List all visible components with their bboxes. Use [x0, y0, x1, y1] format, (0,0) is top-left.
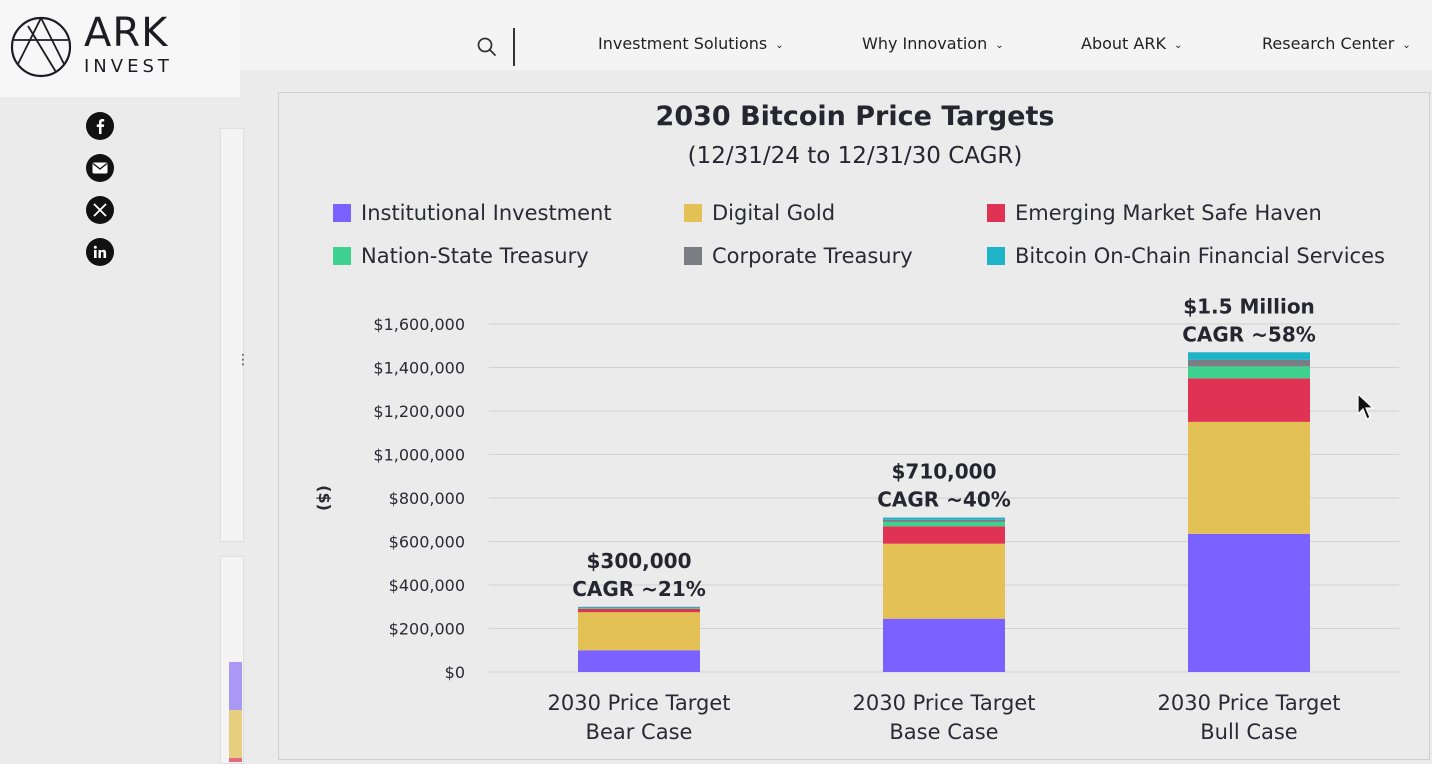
bar-segment [578, 650, 700, 672]
brand-subname: INVEST [84, 56, 173, 77]
chart-panel: 2030 Bitcoin Price Targets (12/31/24 to … [278, 92, 1430, 760]
chevron-down-icon: ⌄ [775, 40, 784, 51]
x-tick-label: Bull Case [1200, 720, 1297, 744]
chevron-down-icon: ⌄ [995, 40, 1004, 51]
bar-segment [1188, 533, 1310, 672]
x-tick-label: 2030 Price Target [853, 691, 1036, 715]
legend-swatch [333, 204, 351, 222]
bar-cagr-label: CAGR ~40% [877, 488, 1011, 512]
ark-logo-mark-icon [10, 16, 72, 78]
x-tick-label: Bear Case [586, 720, 693, 744]
chevron-down-icon: ⌄ [1173, 40, 1183, 51]
nav-label: Investment Solutions [598, 34, 768, 53]
chevron-down-icon: ⌄ [1402, 40, 1411, 51]
legend-item-bitcoin-on-chain-financial-services: Bitcoin On-Chain Financial Services [987, 244, 1385, 268]
legend-label: Emerging Market Safe Haven [1015, 201, 1322, 225]
y-tick-label: $800,000 [389, 489, 465, 508]
thumbnail-bar-segment [229, 710, 242, 758]
brand-name: ARK [84, 10, 169, 56]
nav-investment-solutions[interactable]: Investment Solutions ⌄ [598, 34, 784, 53]
nav-about-ark[interactable]: About ARK ⌄ [1081, 34, 1182, 53]
legend-label: Institutional Investment [361, 201, 612, 225]
legend-item-institutional-investment: Institutional Investment [333, 201, 612, 225]
legend-label: Nation-State Treasury [361, 244, 589, 268]
legend-item-corporate-treasury: Corporate Treasury [684, 244, 913, 268]
bar-segment [578, 608, 700, 609]
x-tick-label: Base Case [889, 720, 998, 744]
x-tick-label: 2030 Price Target [548, 691, 731, 715]
legend-label: Corporate Treasury [712, 244, 913, 268]
bar-segment [1188, 359, 1310, 367]
y-tick-label: $600,000 [389, 533, 465, 552]
legend-swatch [684, 247, 702, 265]
legend-swatch [333, 247, 351, 265]
y-tick-label: $1,000,000 [373, 446, 465, 465]
bar-chart: $1,600,000 $1,400,000 $1,200,000 $1,000,000… [315, 294, 1399, 744]
bar-cagr-label: CAGR ~21% [572, 577, 706, 601]
bar-cagr-label: CAGR ~58% [1182, 322, 1316, 346]
more-options-icon[interactable]: ⋮ [236, 352, 250, 368]
nav-why-innovation[interactable]: Why Innovation ⌄ [862, 34, 1004, 53]
y-tick-label: $1,200,000 [373, 402, 465, 421]
search-icon[interactable] [476, 36, 498, 58]
email-icon[interactable] [86, 154, 114, 182]
nav-label: About ARK [1081, 34, 1166, 53]
bar-segment [578, 608, 700, 613]
x-tick-label: 2030 Price Target [1158, 691, 1341, 715]
legend-swatch [987, 204, 1005, 222]
facebook-icon[interactable] [86, 112, 114, 140]
bar-segment [883, 543, 1005, 619]
side-card [220, 128, 244, 542]
bar-segment [1188, 421, 1310, 534]
bar-segment [883, 526, 1005, 544]
legend-label: Digital Gold [712, 201, 836, 225]
bar-segment [578, 612, 700, 651]
chart-title: 2030 Bitcoin Price Targets [655, 101, 1055, 132]
thumbnail-bar-segment [229, 662, 242, 710]
y-tick-label: $0 [445, 663, 465, 682]
nav-label: Research Center [1262, 34, 1395, 53]
thumbnail-bar-segment [229, 758, 242, 762]
bar-price-label: $1.5 Million [1183, 294, 1315, 318]
legend-swatch [684, 204, 702, 222]
bar-segment [883, 521, 1005, 527]
search-divider [513, 28, 515, 66]
bar-price-label: $710,000 [891, 460, 996, 484]
bar-segment [578, 607, 700, 609]
bar-segment [1188, 352, 1310, 360]
legend-item-emerging-market-safe-haven: Emerging Market Safe Haven [987, 201, 1322, 225]
y-axis-label: ($) [315, 485, 334, 511]
y-tick-label: $1,600,000 [373, 315, 465, 334]
ark-invest-logo[interactable]: ARK INVEST [0, 0, 240, 97]
bar-price-label: $300,000 [586, 549, 691, 573]
bar-segment [1188, 378, 1310, 422]
bar-segment [1188, 366, 1310, 379]
legend-item-digital-gold: Digital Gold [684, 201, 835, 225]
bar-segment [578, 606, 700, 608]
nav-research-center[interactable]: Research Center ⌄ [1262, 34, 1411, 53]
y-tick-label: $200,000 [389, 620, 465, 639]
nav-label: Why Innovation [862, 34, 988, 53]
chart-subtitle: (12/31/24 to 12/31/30 CAGR) [687, 143, 1023, 169]
y-tick-label: $400,000 [389, 576, 465, 595]
legend-swatch [987, 247, 1005, 265]
legend-item-nation-state-treasury: Nation-State Treasury [333, 244, 589, 268]
y-tick-label: $1,400,000 [373, 359, 465, 378]
legend-label: Bitcoin On-Chain Financial Services [1015, 244, 1385, 268]
mouse-cursor-icon [1357, 392, 1375, 420]
x-icon[interactable] [86, 196, 114, 224]
bar-segment [883, 618, 1005, 672]
bar-segment [883, 519, 1005, 522]
bar-segment [883, 517, 1005, 520]
linkedin-icon[interactable] [86, 238, 114, 266]
